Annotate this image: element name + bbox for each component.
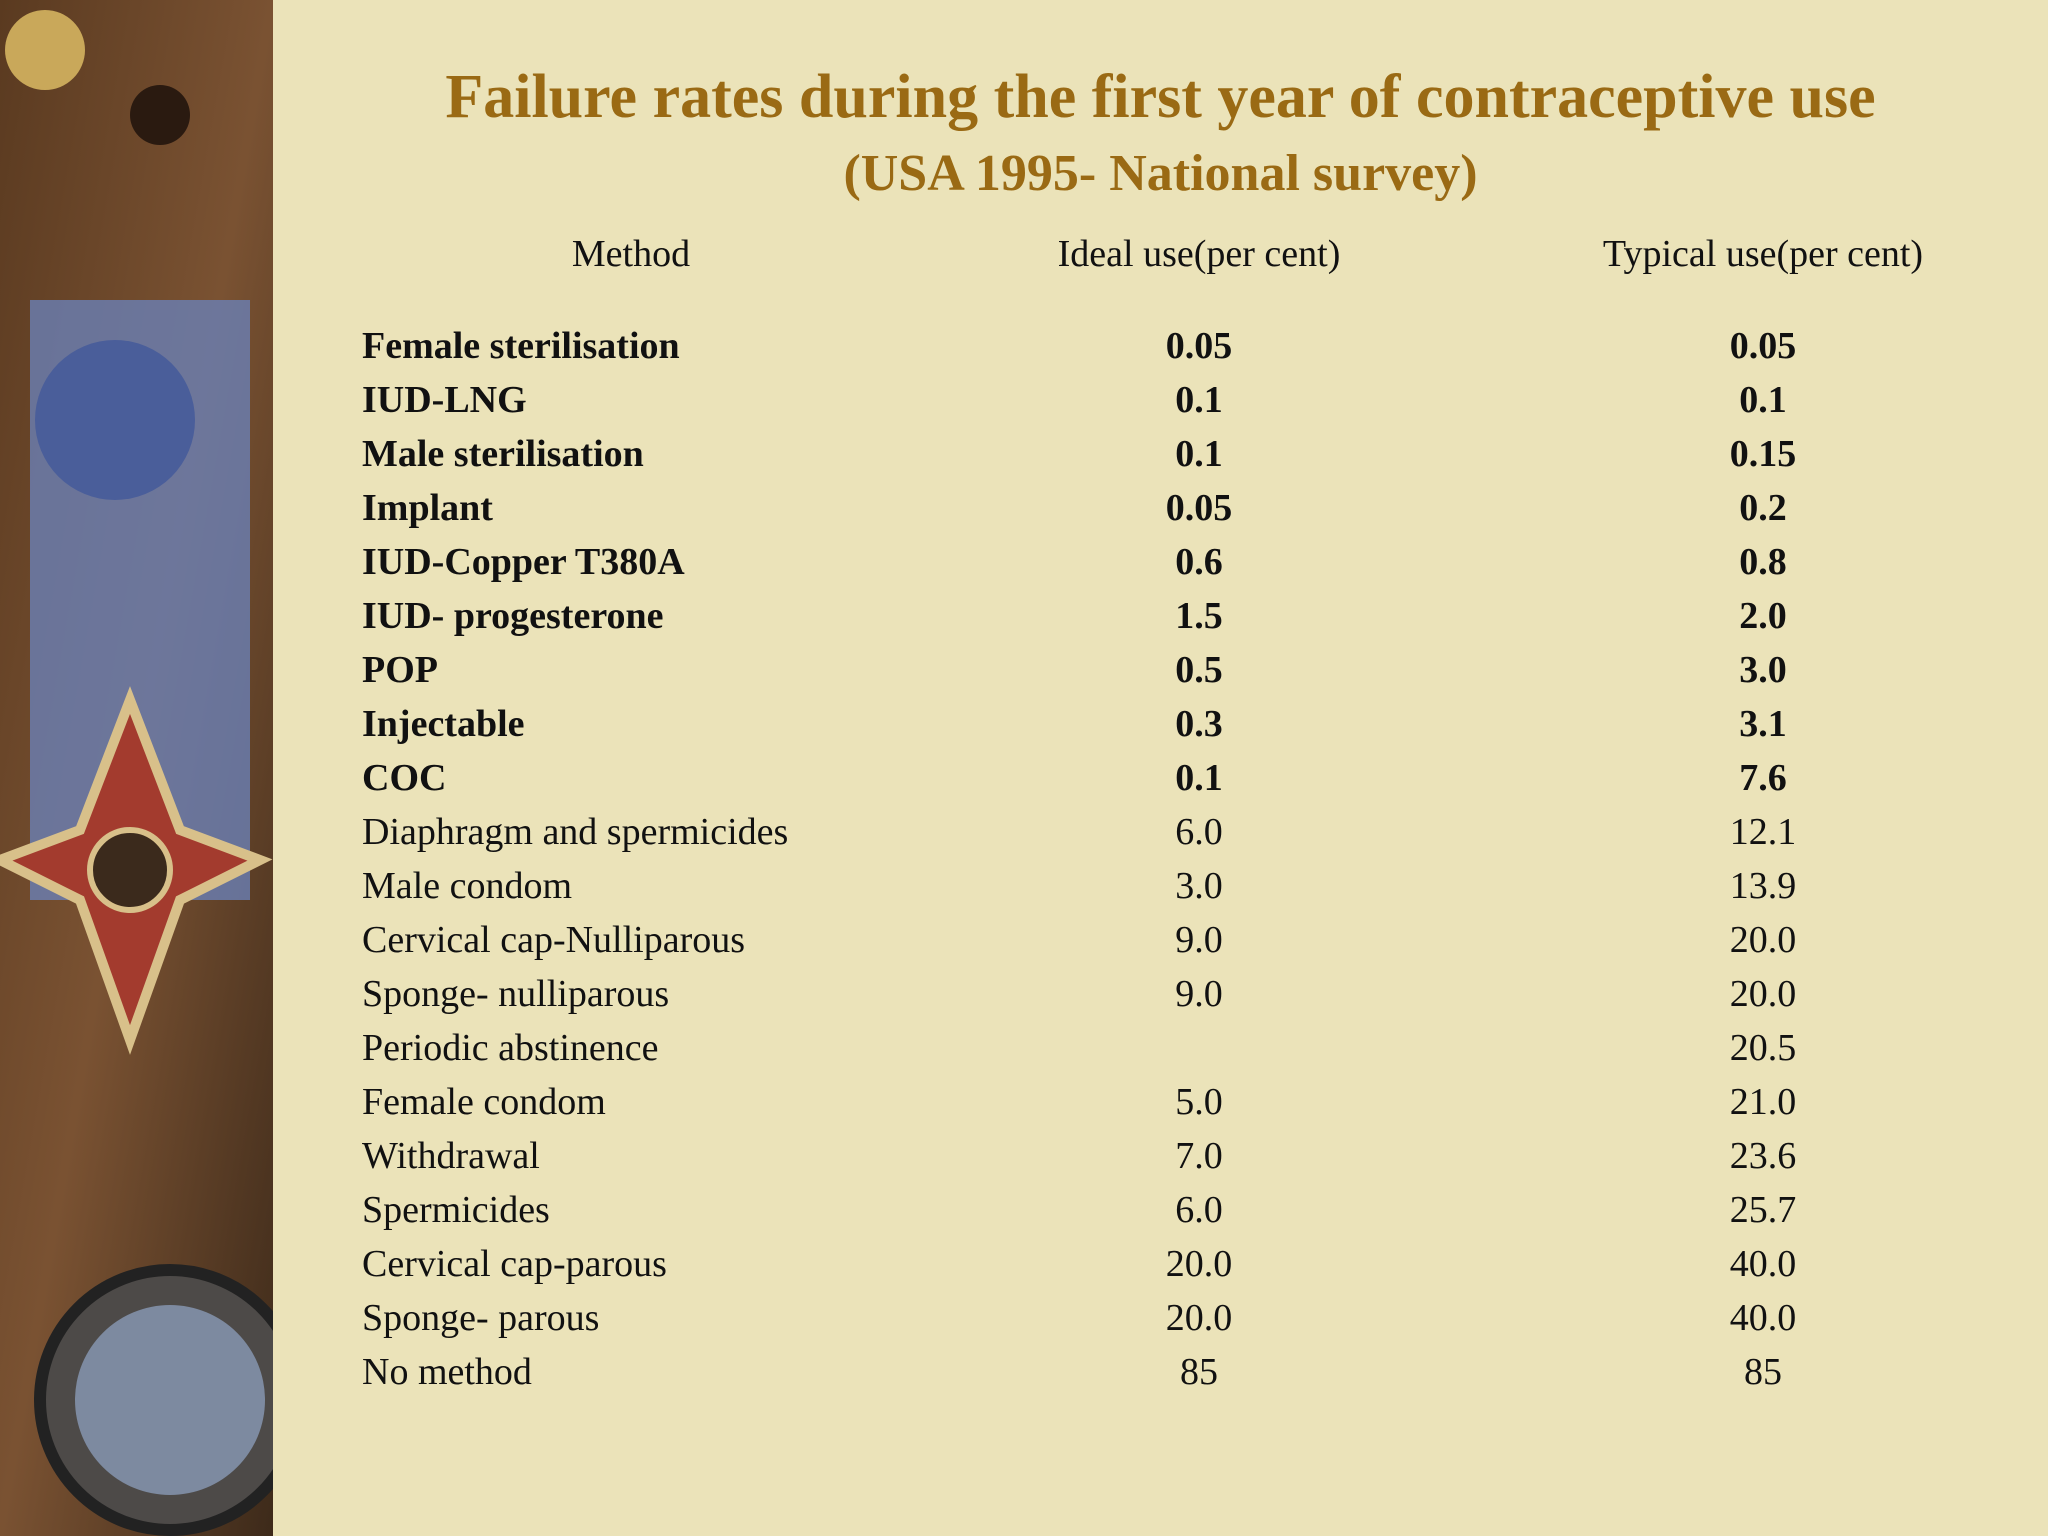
rate-cell: 0.1	[1175, 379, 1223, 421]
column-header: Method	[571, 233, 691, 275]
rate-cell: 0.1	[1175, 757, 1223, 799]
method-cell: Sponge- parous	[362, 1297, 600, 1339]
method-cell: Spermicides	[362, 1189, 550, 1231]
rate-cell: 9.0	[1175, 919, 1223, 961]
rate-cell: 20.0	[1729, 973, 1797, 1015]
rate-cell: 20.0	[1165, 1297, 1233, 1339]
rate-cell: 85	[1180, 1351, 1218, 1393]
rate-cell: 5.0	[1175, 1081, 1223, 1123]
method-cell: Male condom	[362, 865, 573, 907]
rate-cell: 0.1	[1175, 433, 1223, 475]
rate-cell: 13.9	[1729, 865, 1797, 907]
rate-cell: 0.8	[1739, 541, 1787, 583]
method-cell: Cervical cap-Nulliparous	[362, 919, 746, 961]
rate-cell: 9.0	[1175, 973, 1223, 1015]
rate-cell: 3.1	[1739, 703, 1787, 745]
rate-cell: 7.6	[1739, 757, 1787, 799]
rate-cell: 0.05	[1729, 325, 1797, 367]
column-header: Typical use(per cent)	[1602, 233, 1924, 275]
column-header: Ideal use(per cent)	[1057, 233, 1341, 275]
rate-cell: 0.05	[1165, 325, 1233, 367]
rate-cell: 6.0	[1175, 811, 1223, 853]
method-cell: Male sterilisation	[362, 433, 644, 475]
method-cell: Withdrawal	[362, 1135, 540, 1177]
subtitle: (USA 1995- National survey)	[843, 145, 1478, 202]
rate-cell: 0.6	[1175, 541, 1223, 583]
rate-cell: 40.0	[1729, 1243, 1797, 1285]
rate-cell: 0.2	[1739, 487, 1787, 529]
method-cell: Female sterilisation	[362, 325, 680, 367]
rate-cell: 20.5	[1729, 1027, 1797, 1069]
rate-cell: 20.0	[1729, 919, 1797, 961]
rate-cell: 25.7	[1729, 1189, 1797, 1231]
rate-cell: 6.0	[1175, 1189, 1223, 1231]
rate-cell: 2.0	[1739, 595, 1787, 637]
method-cell: Female condom	[362, 1081, 606, 1123]
method-cell: Implant	[362, 487, 493, 529]
method-cell: Periodic abstinence	[362, 1027, 659, 1069]
rate-cell: 23.6	[1729, 1135, 1797, 1177]
rate-cell: 0.3	[1175, 703, 1223, 745]
method-cell: Sponge- nulliparous	[362, 973, 670, 1015]
rate-cell: 3.0	[1175, 865, 1223, 907]
method-cell: IUD- progesterone	[362, 595, 664, 637]
rate-cell: 0.1	[1739, 379, 1787, 421]
method-cell: Diaphragm and spermicides	[362, 811, 789, 853]
method-cell: Injectable	[362, 703, 525, 745]
method-cell: IUD-LNG	[362, 379, 527, 421]
rate-cell: 85	[1744, 1351, 1782, 1393]
method-cell: Cervical cap-parous	[362, 1243, 667, 1285]
rate-cell: 0.05	[1165, 487, 1233, 529]
rate-cell: 20.0	[1165, 1243, 1233, 1285]
rate-cell: 7.0	[1175, 1135, 1223, 1177]
side-image	[0, 0, 273, 1536]
rate-cell: 1.5	[1175, 595, 1223, 637]
rate-cell: 0.15	[1729, 433, 1797, 475]
rate-cell: 40.0	[1729, 1297, 1797, 1339]
title: Failure rates during the first year of c…	[445, 63, 1876, 131]
rate-cell: 21.0	[1729, 1081, 1797, 1123]
method-cell: COC	[362, 757, 447, 799]
method-cell: POP	[362, 649, 438, 691]
method-cell: No method	[362, 1351, 532, 1393]
method-cell: IUD-Copper T380A	[362, 541, 685, 583]
rate-cell: 3.0	[1739, 649, 1787, 691]
rate-cell: 12.1	[1729, 811, 1797, 853]
rate-cell: 0.5	[1175, 649, 1223, 691]
